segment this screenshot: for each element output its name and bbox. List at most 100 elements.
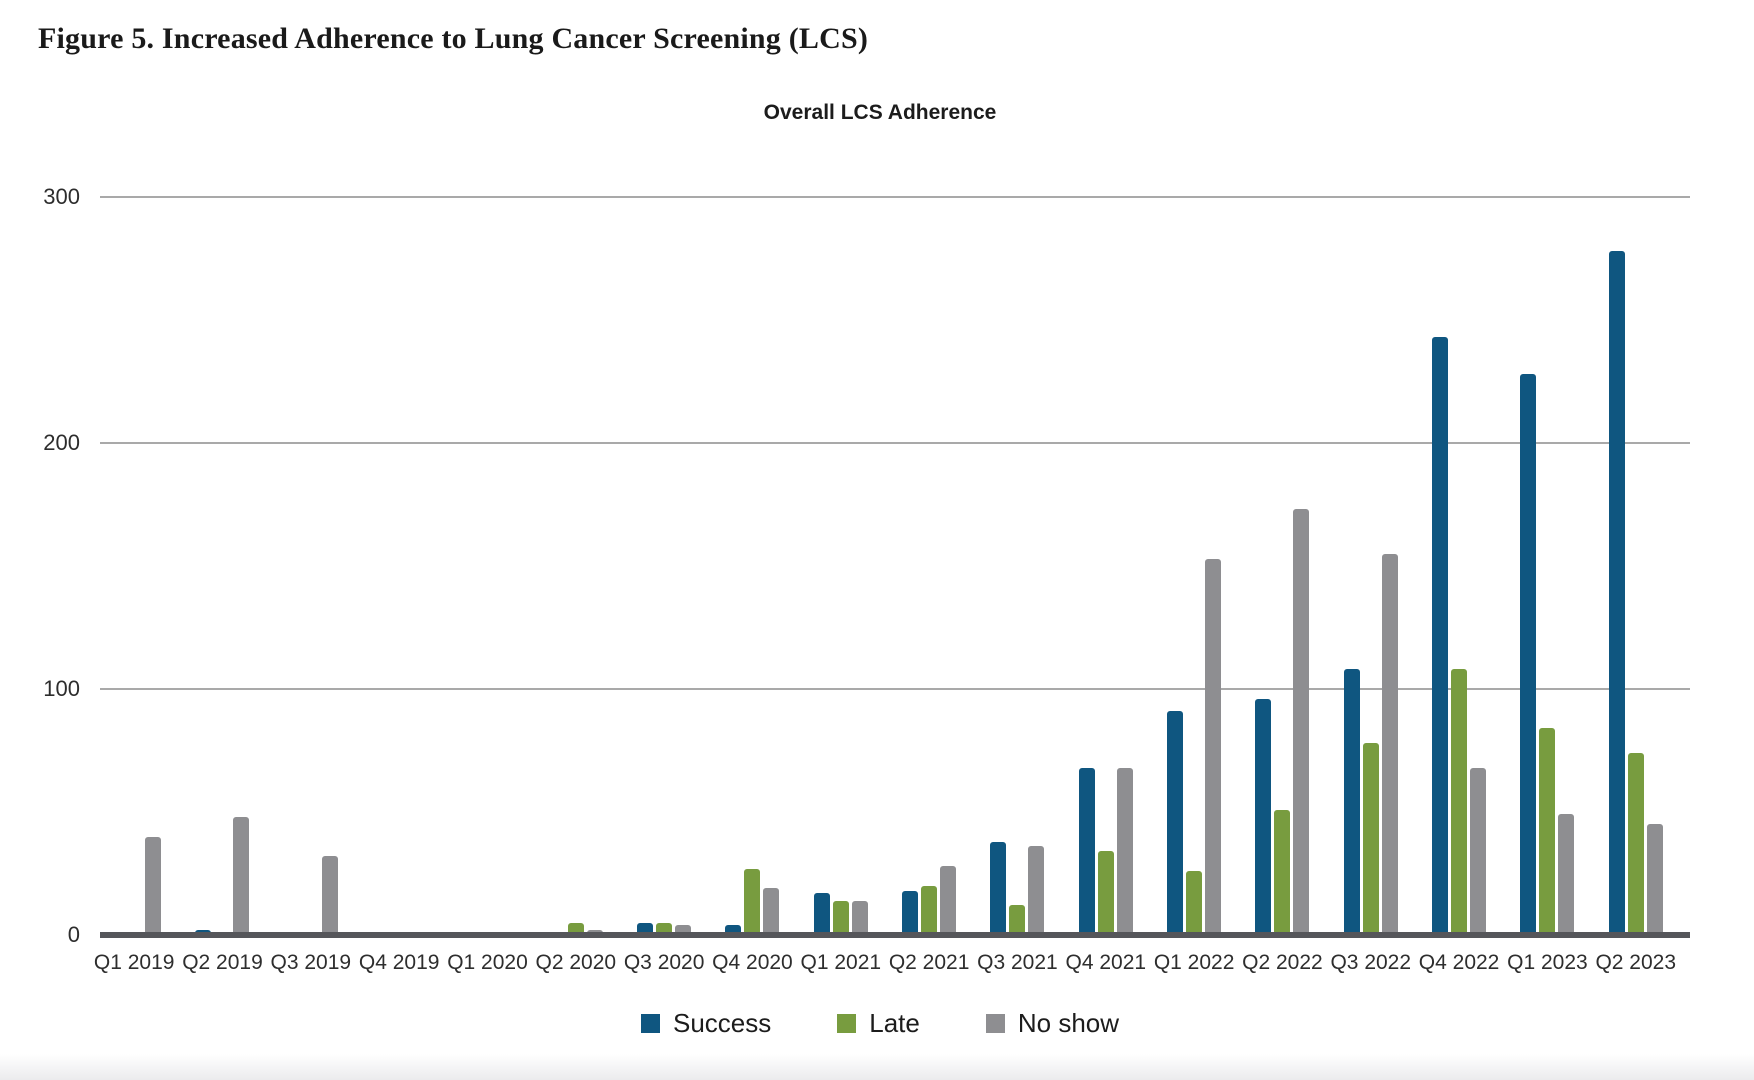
legend-item-success: Success [640,1008,772,1039]
bar-group-q2-2021 [885,197,973,935]
bar-no-show-q4-2021 [1116,767,1133,935]
x-axis-baseline [100,932,1690,938]
figure-title: Figure 5. Increased Adherence to Lung Ca… [38,22,869,55]
x-tick-label: Q2 2021 [888,951,970,974]
x-tick-label: Q1 2023 [1507,951,1588,974]
x-tick-label: Q3 2021 [977,951,1058,974]
bar-no-show-q1-2023 [1558,814,1575,935]
bar-no-show-q3-2022 [1381,553,1398,935]
y-tick-label: 300 [43,184,80,209]
y-tick-label: 200 [43,430,80,455]
bar-group-q3-2021 [973,197,1061,935]
x-tick-label: Q1 2019 [93,951,175,974]
bar-group-q4-2020 [708,197,796,935]
x-tick-label: Q3 2022 [1330,951,1412,974]
legend-item-late: Late [837,1008,920,1039]
chart-title: Overall LCS Adherence [763,101,997,124]
bar-group-q3-2019 [267,197,355,935]
x-tick-label: Q1 2021 [800,951,882,974]
bar-late-q4-2020 [744,868,761,935]
bar-group-q1-2020 [443,197,531,935]
bar-late-q2-2023 [1627,752,1644,935]
x-tick-label: Q4 2019 [358,951,440,974]
legend-swatch-late [837,1014,857,1033]
x-tick-label: Q2 2023 [1595,951,1677,974]
bar-group-q1-2021 [797,197,885,935]
bar-groups [90,197,1680,935]
bar-late-q1-2023 [1539,728,1556,935]
plot-area: 0 100 200 300 Q1 2019 Q2 2019 Q3 2019 Q4 2019 Q… [43,184,1690,974]
x-tick-label: Q3 2020 [623,951,705,974]
bar-no-show-q2-2023 [1646,824,1663,935]
x-tick-label: Q1 2020 [447,951,528,974]
bar-late-q1-2021 [832,900,849,935]
bar-group-q2-2019 [178,197,266,935]
bar-group-q2-2020 [532,197,620,935]
bar-success-q2-2021 [902,890,919,935]
bar-no-show-q1-2022 [1205,558,1222,935]
legend-label: Late [869,1008,920,1038]
bar-group-q4-2019 [355,197,443,935]
bar-no-show-q1-2021 [851,900,868,935]
y-tick-label: 0 [67,922,80,947]
bar-group-q3-2020 [620,197,708,935]
bar-group-q2-2023 [1592,197,1680,935]
bar-no-show-q2-2019 [233,816,250,935]
bar-success-q4-2022 [1432,337,1449,935]
bar-late-q1-2022 [1186,871,1203,935]
bar-success-q2-2023 [1608,251,1625,935]
bar-no-show-q2-2021 [940,866,957,935]
bar-no-show-q1-2019 [145,836,162,935]
gridline [100,196,1690,198]
bar-no-show-q4-2022 [1470,767,1487,935]
bar-success-q3-2021 [990,841,1007,935]
x-tick-label: Q2 2019 [182,951,263,974]
bar-no-show-q2-2022 [1293,509,1310,935]
legend: Success Late No show [100,1008,1660,1039]
bar-success-q2-2022 [1255,698,1272,935]
y-tick-label: 100 [43,676,80,701]
bar-group-q4-2022 [1415,197,1503,935]
bar-late-q3-2021 [1009,905,1026,935]
bar-no-show-q3-2020 [675,925,692,935]
bar-late-q4-2021 [1097,851,1114,935]
bar-success-q1-2021 [813,893,830,935]
x-tick-label: Q2 2020 [535,951,617,974]
x-tick-label: Q1 2022 [1153,951,1235,974]
bar-success-q3-2022 [1343,669,1360,935]
bar-group-q1-2023 [1503,197,1591,935]
bar-late-q2-2022 [1274,809,1291,935]
x-tick-label: Q4 2021 [1065,951,1147,974]
gridline [100,442,1690,445]
legend-swatch-no-show [985,1014,1005,1033]
bar-no-show-q3-2021 [1028,846,1045,935]
bar-late-q3-2022 [1362,743,1379,935]
x-axis-labels: Q1 2019 Q2 2019 Q3 2019 Q4 2019 Q1 2020 Q2 20… [90,951,1680,975]
legend-swatch-success [640,1014,660,1033]
bar-success-q4-2020 [725,925,742,935]
x-tick-label: Q2 2022 [1242,951,1323,974]
bar-no-show-q4-2020 [763,888,780,935]
bar-group-q2-2022 [1238,197,1326,935]
bar-success-q3-2020 [637,922,654,935]
x-tick-label: Q4 2022 [1418,951,1500,974]
bar-late-q3-2020 [656,922,673,935]
bar-late-q2-2021 [921,885,938,935]
bar-group-q1-2022 [1150,197,1238,935]
bar-group-q3-2022 [1327,197,1415,935]
gridline [100,688,1690,691]
x-tick-label: Q3 2019 [270,951,352,974]
bar-success-q1-2023 [1520,374,1537,935]
bar-group-q4-2021 [1062,197,1150,935]
bar-success-q1-2022 [1167,711,1184,935]
legend-label: No show [1017,1008,1120,1038]
bar-no-show-q3-2019 [321,856,338,935]
bar-success-q4-2021 [1078,767,1095,935]
bar-late-q4-2022 [1451,669,1468,935]
bar-late-q2-2020 [567,922,584,935]
x-tick-label: Q4 2020 [712,951,793,974]
legend-item-no-show: No show [985,1008,1120,1039]
legend-label: Success [672,1008,772,1038]
bar-group-q1-2019 [90,197,178,935]
